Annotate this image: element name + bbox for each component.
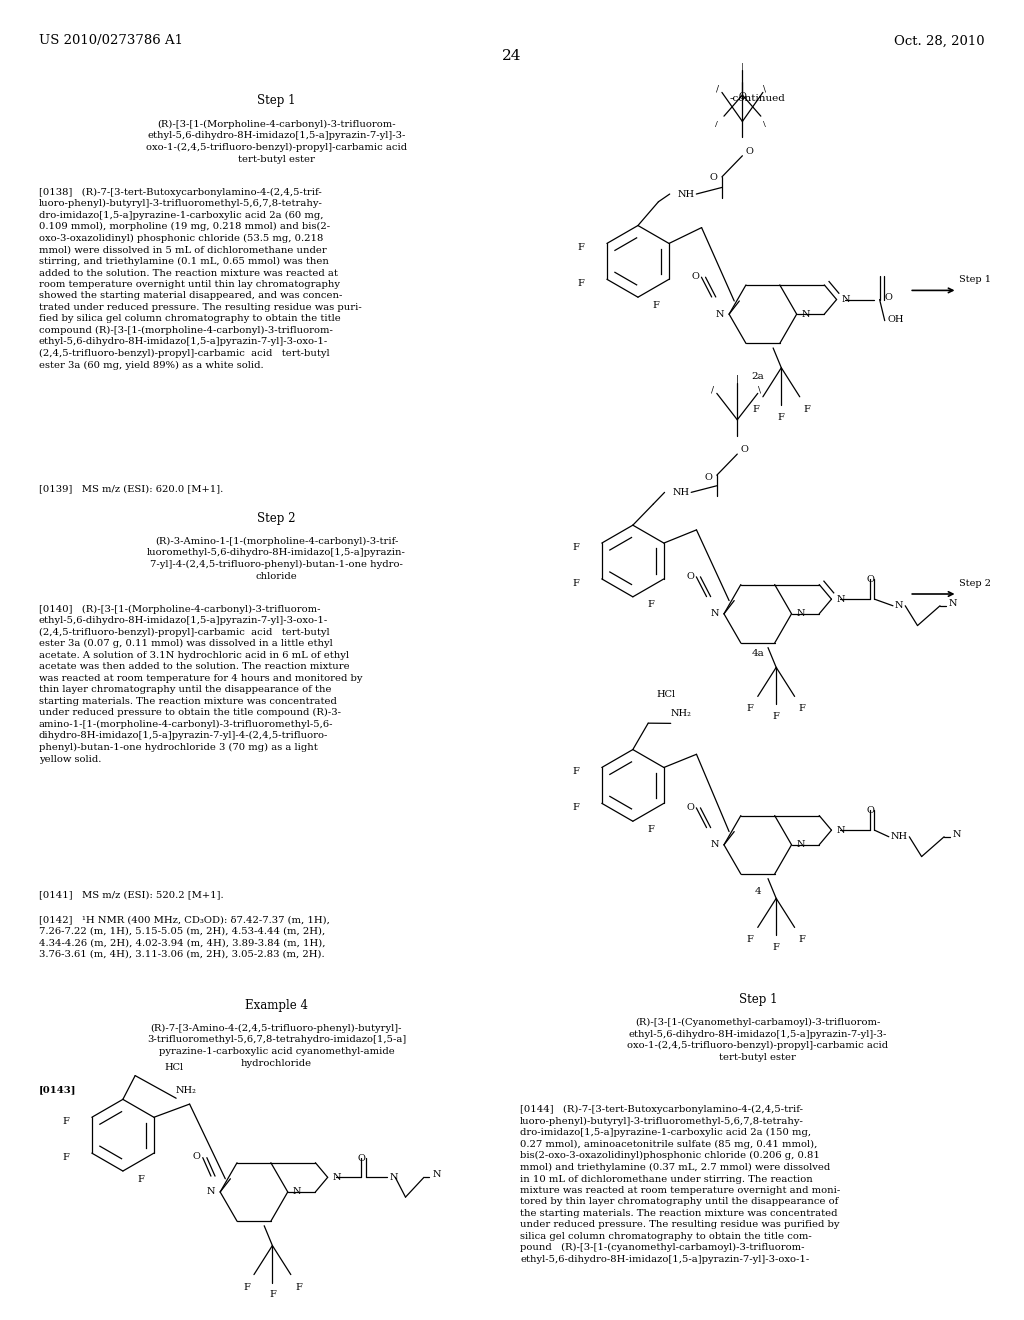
Text: F: F: [773, 944, 779, 952]
Text: O: O: [193, 1152, 201, 1162]
Text: N: N: [895, 602, 903, 610]
Text: N: N: [333, 1173, 341, 1181]
Text: O: O: [885, 293, 893, 302]
Text: 2a: 2a: [752, 372, 764, 381]
Text: N: N: [837, 595, 845, 603]
Text: O: O: [710, 173, 718, 182]
Text: O: O: [705, 473, 713, 482]
Text: (R)-[3-[1-(Cyanomethyl-carbamoyl)-3-trifluorom-
ethyl-5,6-dihydro-8H-imidazo[1,5: (R)-[3-[1-(Cyanomethyl-carbamoyl)-3-trif…: [627, 1018, 889, 1063]
Text: 4a: 4a: [752, 649, 764, 659]
Text: /: /: [717, 84, 719, 94]
Text: NH: NH: [678, 190, 694, 199]
Text: F: F: [746, 936, 754, 944]
Text: OH: OH: [888, 315, 904, 325]
Text: 24: 24: [502, 49, 522, 63]
Text: O: O: [740, 445, 749, 454]
Text: F: F: [572, 804, 580, 812]
Text: [0138]   (R)-7-[3-tert-Butoxycarbonylamino-4-(2,4,5-trif-
luoro-phenyl)-butyryl]: [0138] (R)-7-[3-tert-Butoxycarbonylamino…: [39, 187, 361, 370]
Text: O: O: [866, 807, 874, 816]
Text: US 2010/0273786 A1: US 2010/0273786 A1: [39, 34, 183, 48]
Text: F: F: [572, 543, 580, 552]
Text: (R)-3-Amino-1-[1-(morpholine-4-carbonyl)-3-trif-
luoromethyl-5,6-dihydro-8H-imid: (R)-3-Amino-1-[1-(morpholine-4-carbonyl)…: [147, 536, 406, 581]
Text: [0141]   MS m/z (ESI): 520.2 [M+1].: [0141] MS m/z (ESI): 520.2 [M+1].: [39, 890, 223, 899]
Text: |: |: [741, 62, 743, 70]
Text: O: O: [357, 1154, 366, 1163]
Text: \: \: [764, 120, 766, 128]
Text: N: N: [207, 1188, 215, 1196]
Text: [0142]   ¹H NMR (400 MHz, CD₃OD): δ7.42-7.37 (m, 1H),
7.26-7.22 (m, 1H), 5.15-5.: [0142] ¹H NMR (400 MHz, CD₃OD): δ7.42-7.…: [39, 916, 330, 958]
Text: Step 2: Step 2: [959, 579, 991, 587]
Text: N: N: [293, 1188, 301, 1196]
Text: N: N: [711, 841, 719, 849]
Text: N: N: [711, 610, 719, 618]
Text: F: F: [799, 936, 806, 944]
Text: [0140]   (R)-[3-[1-(Morpholine-4-carbonyl)-3-trifluorom-
ethyl-5,6-dihydro-8H-im: [0140] (R)-[3-[1-(Morpholine-4-carbonyl)…: [39, 605, 362, 763]
Text: F: F: [578, 243, 584, 252]
Text: [0144]   (R)-7-[3-tert-Butoxycarbonylamino-4-(2,4,5-trif-
luoro-phenyl)-butyryl]: [0144] (R)-7-[3-tert-Butoxycarbonylamino…: [520, 1105, 841, 1263]
Text: F: F: [572, 767, 580, 776]
Text: Step 1: Step 1: [257, 95, 296, 107]
Text: \: \: [759, 385, 761, 395]
Text: F: F: [295, 1283, 302, 1291]
Text: NH₂: NH₂: [671, 709, 691, 718]
Text: F: F: [778, 413, 784, 421]
Text: N: N: [802, 310, 810, 318]
Text: N: N: [952, 830, 961, 838]
Text: N: N: [389, 1173, 397, 1181]
Text: N: N: [716, 310, 724, 318]
Text: \: \: [764, 84, 766, 94]
Text: F: F: [804, 405, 811, 413]
Text: N: N: [797, 841, 805, 849]
Text: O: O: [686, 572, 694, 581]
Text: /: /: [716, 120, 718, 128]
Text: F: F: [137, 1175, 144, 1184]
Text: N: N: [797, 610, 805, 618]
Text: F: F: [799, 705, 806, 713]
Text: |: |: [741, 74, 743, 83]
Text: F: F: [578, 280, 584, 288]
Text: F: F: [647, 601, 654, 610]
Text: HCl: HCl: [165, 1063, 183, 1072]
Text: Example 4: Example 4: [245, 998, 308, 1011]
Text: F: F: [62, 1154, 69, 1162]
Text: HCl: HCl: [656, 690, 675, 700]
Text: N: N: [948, 599, 956, 607]
Text: NH: NH: [891, 833, 907, 841]
Text: (R)-[3-[1-(Morpholine-4-carbonyl)-3-trifluorom-
ethyl-5,6-dihydro-8H-imidazo[1,5: (R)-[3-[1-(Morpholine-4-carbonyl)-3-trif…: [145, 120, 408, 164]
Text: /: /: [712, 385, 714, 395]
Text: Oct. 28, 2010: Oct. 28, 2010: [894, 34, 985, 48]
Text: Step 2: Step 2: [257, 512, 296, 525]
Text: F: F: [773, 713, 779, 721]
Text: F: F: [572, 579, 580, 587]
Text: F: F: [752, 405, 759, 413]
Text: F: F: [62, 1117, 69, 1126]
Text: O: O: [866, 576, 874, 585]
Text: NH₂: NH₂: [176, 1086, 197, 1096]
Text: O: O: [745, 147, 754, 156]
Text: NH: NH: [673, 488, 689, 498]
Text: F: F: [243, 1283, 250, 1291]
Text: O: O: [691, 272, 699, 281]
Text: F: F: [652, 301, 659, 310]
Text: [0143]: [0143]: [39, 1085, 77, 1094]
Text: O: O: [738, 92, 746, 102]
Text: (R)-7-[3-Amino-4-(2,4,5-trifluoro-phenyl)-butyryl]-
3-trifluoromethyl-5,6,7,8-te: (R)-7-[3-Amino-4-(2,4,5-trifluoro-phenyl…: [146, 1024, 407, 1068]
Text: Step 1: Step 1: [959, 276, 991, 284]
Text: |: |: [736, 375, 738, 384]
Text: [0139]   MS m/z (ESI): 620.0 [M+1].: [0139] MS m/z (ESI): 620.0 [M+1].: [39, 484, 223, 492]
Text: N: N: [837, 826, 845, 834]
Text: N: N: [842, 296, 850, 304]
Text: O: O: [686, 803, 694, 812]
Text: Step 1: Step 1: [738, 993, 777, 1006]
Text: F: F: [647, 825, 654, 834]
Text: N: N: [432, 1171, 440, 1179]
Text: -continued: -continued: [730, 95, 785, 103]
Text: 4: 4: [755, 887, 761, 896]
Text: F: F: [746, 705, 754, 713]
Text: F: F: [269, 1291, 275, 1299]
